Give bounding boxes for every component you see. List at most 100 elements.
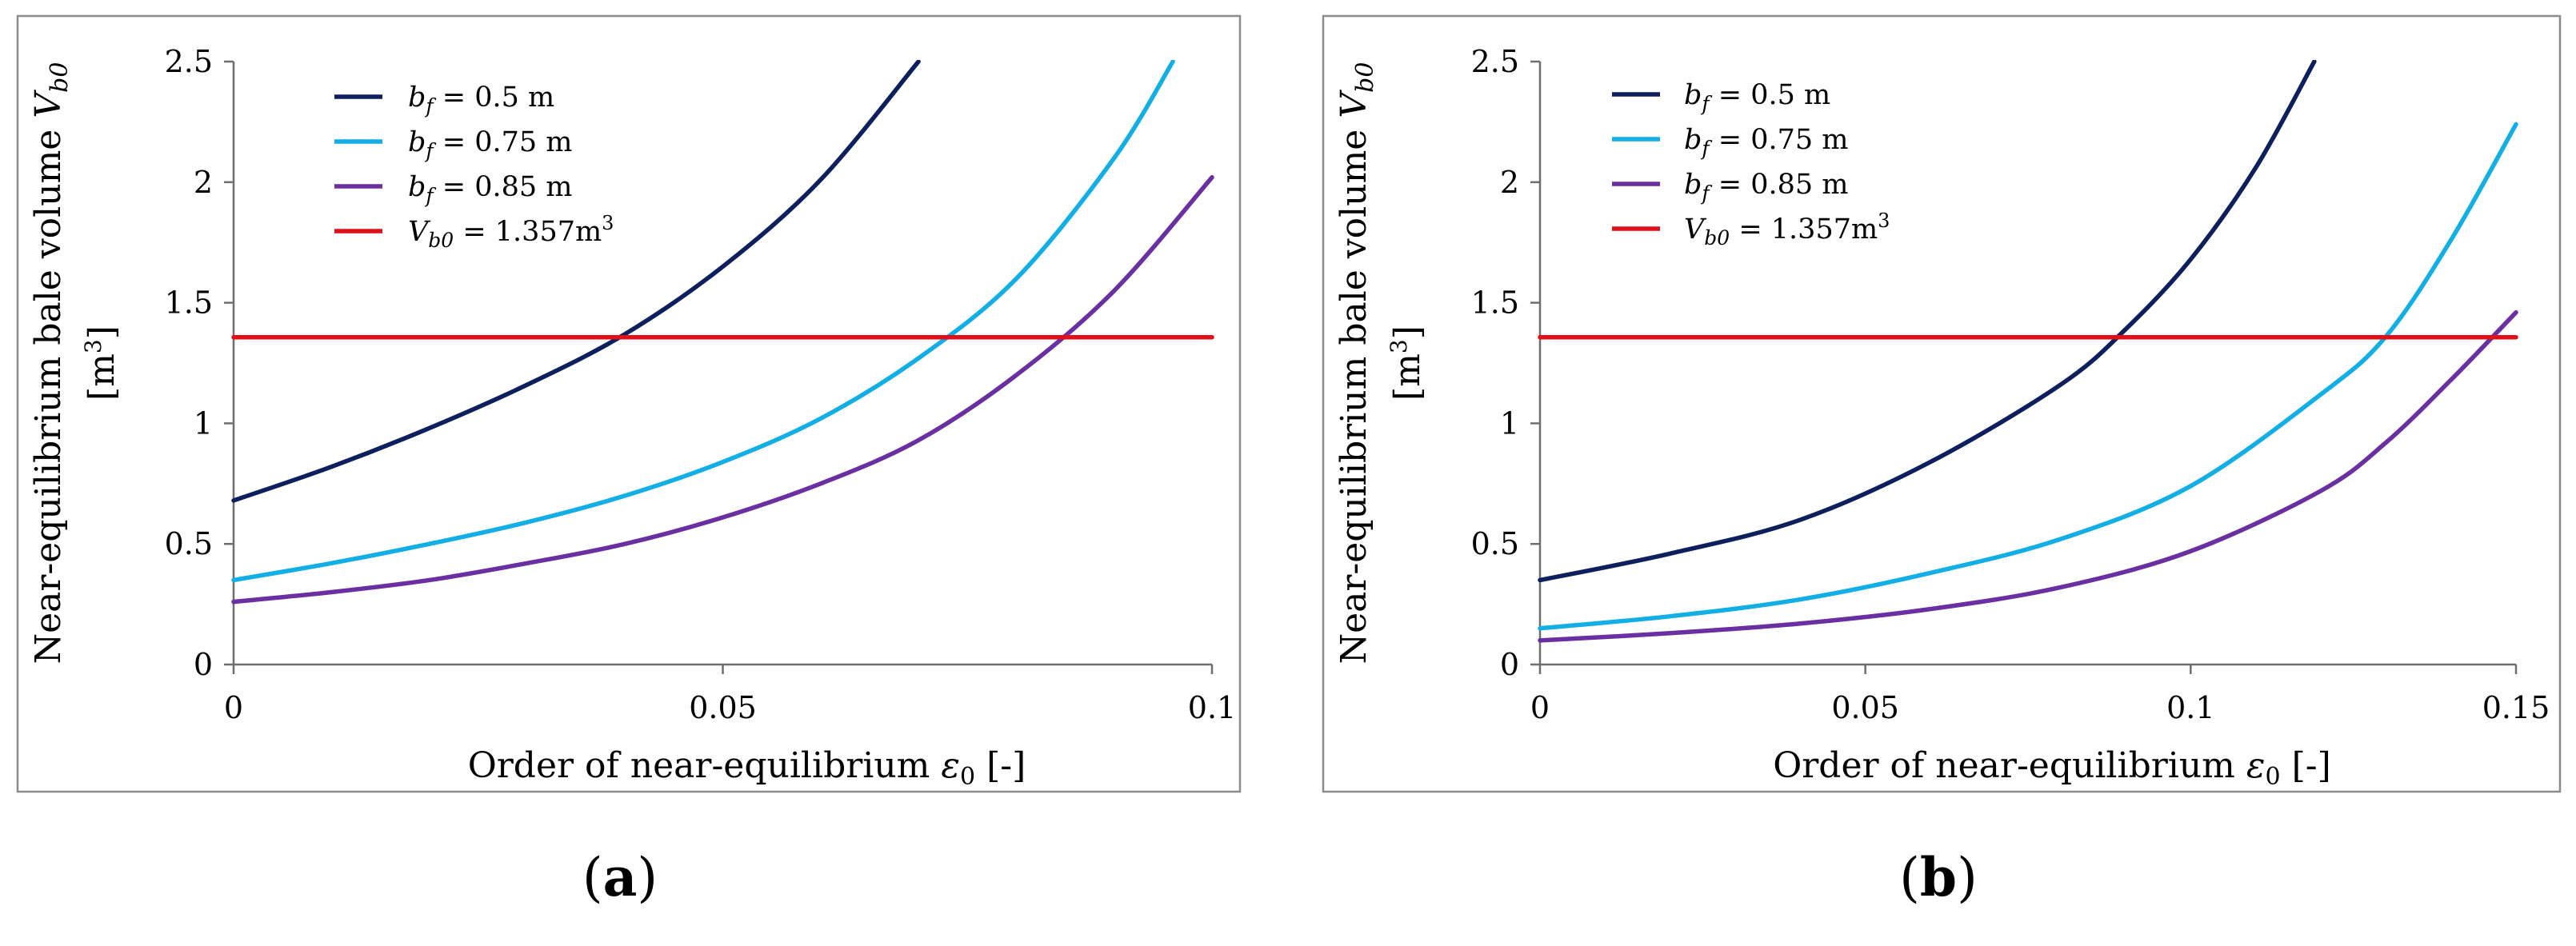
legend-label-bf_075: bf = 0.75 m (1684, 124, 1849, 160)
x-tick-label: 0 (1530, 690, 1550, 725)
chart-frame (16, 14, 1242, 793)
y-axis-unit: [m3] (80, 325, 122, 401)
panel-label: (a) (582, 846, 658, 908)
x-axis-title-text: Order of near-equilibrium (1773, 745, 2246, 786)
series-line-bf_085 (1538, 309, 2518, 643)
y-tick-label: 2 (1500, 165, 1519, 200)
legend-value: = 1.357m (1730, 214, 1878, 245)
y-tick-label: 0 (1500, 647, 1519, 682)
x-tick-label: 0.05 (689, 690, 757, 725)
legend-label-vb0: Vb0 = 1.357m3 (408, 212, 614, 252)
series-line-bf_075 (1538, 122, 2518, 631)
legend-value: = 0.5 m (1710, 79, 1831, 111)
legend-subscript: b0 (428, 229, 454, 252)
legend-symbol: b (408, 126, 426, 158)
y-axis-unit-close: ] (1387, 325, 1428, 339)
y-axis-unit-text: [m (1387, 353, 1428, 401)
x-axis-title-subscript: 0 (2266, 763, 2281, 791)
panel-label-open: ( (1899, 847, 1920, 908)
x-tick-label: 0.05 (1831, 690, 1899, 725)
legend-superscript: 3 (1878, 210, 1890, 232)
x-axis-title-subscript: 0 (960, 763, 975, 791)
series-line-bf_085 (231, 175, 1214, 605)
x-tick-label: 0.1 (2166, 690, 2214, 725)
y-tick-label: 1.5 (1471, 285, 1519, 321)
y-axis-unit-superscript: 3 (1386, 339, 1412, 353)
legend-symbol: b (1684, 124, 1702, 156)
panel-label-letter: b (1920, 846, 1957, 908)
legend-subscript: f (424, 184, 436, 207)
panel-label-close: ) (637, 847, 658, 908)
legend-label-bf_05: bf = 0.5 m (1684, 79, 1830, 115)
y-axis-unit-text: [m (82, 353, 122, 401)
y-tick-label: 1 (1500, 405, 1519, 441)
legend-subscript: f (1700, 137, 1712, 160)
legend-value: = 1.357m (454, 216, 602, 248)
x-axis-title-unit: [-] (2281, 745, 2331, 786)
y-axis-title: Near-equilibrium bale volume Vb0 (28, 62, 74, 665)
legend-label-bf_085: bf = 0.85 m (408, 171, 573, 207)
y-tick-label: 1.5 (165, 285, 213, 321)
x-axis-title-unit: [-] (975, 745, 1026, 786)
y-axis-unit-superscript: 3 (80, 339, 106, 353)
legend-label-bf_085: bf = 0.85 m (1684, 169, 1849, 205)
y-axis-title: Near-equilibrium bale volume Vb0 (1334, 62, 1379, 665)
legend-symbol: b (1684, 169, 1702, 201)
y-tick-label: 0.5 (1471, 526, 1519, 561)
legend-value: = 0.75 m (434, 126, 573, 158)
y-axis-title-text: Near-equilibrium bale volume (28, 118, 69, 665)
y-tick-label: 1 (194, 405, 213, 441)
legend-subscript: b0 (1704, 226, 1730, 249)
legend-subscript: f (424, 94, 436, 118)
panel-a: 00.511.522.50 0.05 0.1bf = 0.5 mbf = 0.75 … (16, 14, 1242, 908)
panel-label-open: ( (582, 847, 603, 908)
y-tick-label: 0 (194, 647, 213, 682)
y-axis-title-symbol: V (1334, 90, 1374, 118)
legend-label-bf_05: bf = 0.5 m (408, 82, 554, 118)
legend-label-vb0: Vb0 = 1.357m3 (1684, 210, 1890, 249)
y-axis-title-symbol: V (28, 90, 69, 118)
y-tick-label: 2.5 (165, 44, 213, 79)
legend-symbol: b (408, 171, 426, 203)
y-axis-unit-close: ] (82, 325, 122, 339)
legend-value: = 0.75 m (1710, 124, 1849, 156)
legend-subscript: f (1700, 182, 1712, 205)
legend-label-bf_075: bf = 0.75 m (408, 126, 573, 162)
x-tick-label: 0 (224, 690, 243, 725)
series-line-bf_075 (231, 60, 1175, 583)
series-group (1538, 60, 2518, 643)
panel-label-letter: a (603, 846, 638, 908)
legend-subscript: f (1700, 92, 1712, 115)
x-tick-label: 0.1 (1188, 690, 1236, 725)
x-axis-title: Order of near-equilibrium ε0 [-] (468, 745, 1026, 791)
legend-symbol: V (1684, 214, 1707, 245)
legend-subscript: f (424, 139, 436, 162)
legend-value: = 0.85 m (1710, 169, 1849, 201)
x-axis-title-symbol: ε (941, 745, 960, 786)
y-axis-title-subscript: b0 (46, 62, 74, 93)
y-axis-title-subscript: b0 (1351, 62, 1379, 93)
y-tick-label: 2.5 (1471, 44, 1519, 79)
legend-symbol: b (408, 82, 426, 114)
legend-symbol: V (408, 216, 431, 248)
legend-superscript: 3 (602, 212, 614, 234)
x-axis-title-symbol: ε (2246, 745, 2266, 786)
y-tick-label: 2 (194, 165, 213, 200)
series-line-bf_05 (1538, 60, 2317, 583)
series-group (231, 60, 1214, 605)
legend-value: = 0.85 m (434, 171, 573, 203)
y-tick-label: 0.5 (165, 526, 213, 561)
x-tick-label: 0.15 (2482, 690, 2550, 725)
series-line-bf_05 (231, 60, 921, 503)
panel-label-close: ) (1957, 847, 1978, 908)
y-axis-unit: [m3] (1386, 325, 1428, 401)
y-axis-title-text: Near-equilibrium bale volume (1334, 118, 1374, 665)
panel-label: (b) (1899, 846, 1978, 908)
chart-frame (1322, 14, 2562, 793)
x-axis-title-text: Order of near-equilibrium (468, 745, 942, 786)
x-axis-title: Order of near-equilibrium ε0 [-] (1773, 745, 2331, 791)
